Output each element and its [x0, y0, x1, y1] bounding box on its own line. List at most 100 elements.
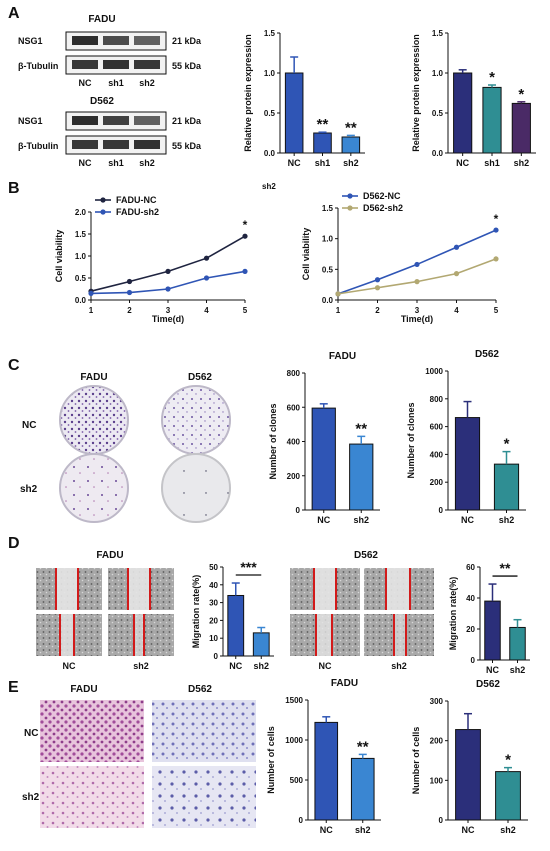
y-axis-label: Cell viability	[54, 230, 64, 283]
significance-star: **	[355, 420, 367, 437]
bar	[493, 463, 520, 511]
protein-band	[72, 36, 98, 45]
column-label: D562	[188, 684, 212, 695]
data-point	[493, 227, 499, 233]
row-label: NC	[24, 728, 38, 739]
y-axis-label: Cell viability	[301, 228, 311, 281]
image-title: FADU	[96, 550, 123, 561]
wound-gap	[134, 614, 144, 656]
series-line	[90, 235, 246, 292]
wound-images-d562: D562 NC sh2	[290, 550, 434, 671]
data-point	[203, 255, 210, 261]
x-tick-label: NC	[288, 158, 301, 168]
protein-band	[134, 140, 160, 149]
y-tick-label: 800	[430, 395, 444, 404]
chart-c2-d562-clones: D562 0 200 400 600 800 1000 Number of clones NC s…	[406, 349, 526, 525]
image-title: D562	[354, 550, 378, 561]
y-tick-label: 0	[439, 506, 444, 515]
column-label: D562	[188, 372, 212, 383]
y-tick-label: 1.0	[75, 252, 87, 261]
significance-star: **	[345, 119, 357, 136]
lane-label: sh2	[139, 158, 155, 168]
legend-marker	[347, 205, 353, 211]
y-tick-label: 20	[466, 625, 475, 634]
significance-star: **	[357, 738, 369, 755]
y-tick-label: 10	[209, 634, 218, 643]
chart-title: FADU	[329, 351, 356, 362]
significance-star: *	[504, 436, 510, 453]
invasion-image	[152, 700, 256, 762]
x-tick-label: 3	[166, 306, 171, 315]
y-tick-label: 200	[430, 478, 444, 487]
x-tick-label: sh1	[315, 158, 331, 168]
protein-band	[72, 116, 98, 125]
blot-title: FADU	[88, 14, 115, 25]
legend-marker	[100, 209, 106, 215]
legend-marker	[347, 193, 353, 199]
x-tick-label: NC	[229, 661, 242, 671]
bar	[341, 136, 361, 154]
y-tick-label: 1.5	[322, 204, 334, 213]
y-tick-label: 30	[209, 599, 218, 608]
legend-label: D562-sh2	[363, 203, 403, 213]
y-tick-label: 1.0	[322, 235, 334, 244]
legend-label: FADU-sh2	[116, 207, 159, 217]
bar	[314, 721, 339, 821]
significance-stars: **	[500, 560, 511, 576]
y-tick-label: 40	[209, 581, 218, 590]
x-tick-label: sh2	[500, 825, 516, 835]
x-tick-label: NC	[456, 158, 469, 168]
chart-e1-fadu-cells: FADU 0 500 1000 1500 Number of cells NC sh2 **	[266, 678, 381, 835]
y-tick-label: 0.5	[75, 274, 87, 283]
x-tick-label: NC	[461, 515, 474, 525]
x-tick-label: 5	[243, 306, 248, 315]
legend-label: FADU-NC	[116, 195, 157, 205]
y-tick-label: 1500	[285, 696, 303, 705]
x-tick-label: sh2	[510, 665, 526, 675]
data-point	[126, 289, 133, 296]
x-tick-label: NC	[462, 825, 475, 835]
x-axis-label: Time(d)	[152, 314, 184, 324]
y-tick-label: 500	[290, 776, 304, 785]
x-tick-label: sh2	[514, 158, 530, 168]
row-label: sh2	[22, 792, 40, 803]
protein-band	[103, 60, 129, 69]
band-kda: 55 kDa	[172, 61, 202, 71]
band-kda: 21 kDa	[172, 116, 202, 126]
protein-band	[134, 36, 160, 45]
panel-letter-b: B	[8, 180, 20, 197]
data-point	[493, 256, 499, 262]
column-label: sh2	[133, 661, 149, 671]
significance-star: *	[518, 86, 524, 103]
x-tick-label: 4	[454, 306, 459, 315]
y-axis-label: Migration rate(%)	[191, 575, 201, 649]
y-axis-label: Number of cells	[266, 726, 276, 794]
x-tick-label: 3	[415, 306, 420, 315]
band-kda: 55 kDa	[172, 141, 202, 151]
legend-label: D562-NC	[363, 191, 401, 201]
column-label: FADU	[80, 372, 107, 383]
x-tick-label: NC	[486, 665, 499, 675]
y-tick-label: 400	[430, 450, 444, 459]
wound-gap	[60, 614, 74, 656]
y-tick-label: 0.0	[75, 296, 87, 305]
panel-letter-e: E	[8, 679, 19, 696]
bar	[252, 632, 270, 657]
y-tick-label: 0	[296, 506, 301, 515]
protein-band	[103, 140, 129, 149]
band-label: NSG1	[18, 36, 43, 46]
wound-edge-lines	[313, 568, 411, 656]
x-tick-label: 1	[336, 306, 341, 315]
band-label: β-Tubulin	[18, 141, 58, 151]
x-tick-label: sh2	[353, 515, 369, 525]
y-tick-label: 400	[287, 438, 301, 447]
data-point	[335, 291, 341, 297]
chart-d1-fadu-migration: 0 10 20 30 40 50 Migration rate(%) NC sh2 ***	[191, 559, 274, 671]
bar	[453, 72, 473, 154]
x-tick-label: 2	[375, 306, 380, 315]
y-axis-label: Migration rate(%)	[448, 577, 458, 651]
significance-star: *	[489, 69, 495, 86]
data-point	[453, 244, 460, 250]
data-point	[126, 278, 133, 285]
y-tick-label: 0.5	[264, 109, 276, 118]
